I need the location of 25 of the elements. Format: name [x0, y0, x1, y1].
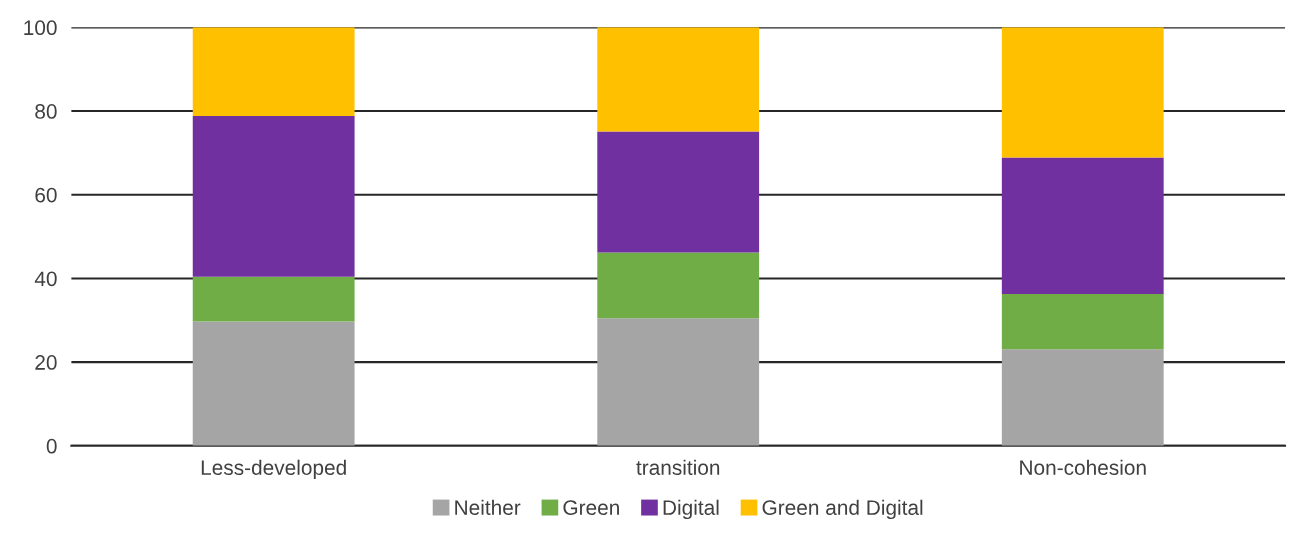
legend-label: Neither: [455, 499, 521, 515]
y-tick-label: 0: [46, 438, 57, 454]
y-tick-label: 80: [35, 104, 57, 119]
bar: [597, 27, 760, 132]
bar: [1001, 293, 1164, 350]
bar: [597, 318, 760, 446]
x-tick-label: Non-cohesion: [1020, 459, 1146, 475]
bar: [1001, 157, 1164, 294]
x-tick-label: transition: [636, 459, 720, 475]
bar: [597, 252, 760, 319]
bar: [192, 27, 355, 117]
legend-label: Green: [563, 500, 619, 515]
bar: [192, 116, 355, 277]
y-tick-label: 20: [35, 355, 57, 370]
y-tick-label: 40: [34, 271, 57, 287]
legend-label: Green and Digital: [762, 499, 923, 520]
y-tick-label: 100: [24, 20, 57, 36]
bar: [597, 131, 760, 253]
y-tick-label: 60: [35, 187, 57, 203]
bar: [1001, 349, 1164, 446]
bar: [192, 321, 355, 446]
bar: [192, 276, 355, 322]
bar: [1001, 27, 1164, 158]
legend-label: Digital: [663, 499, 719, 520]
x-tick-label: Less-developed: [201, 459, 346, 480]
